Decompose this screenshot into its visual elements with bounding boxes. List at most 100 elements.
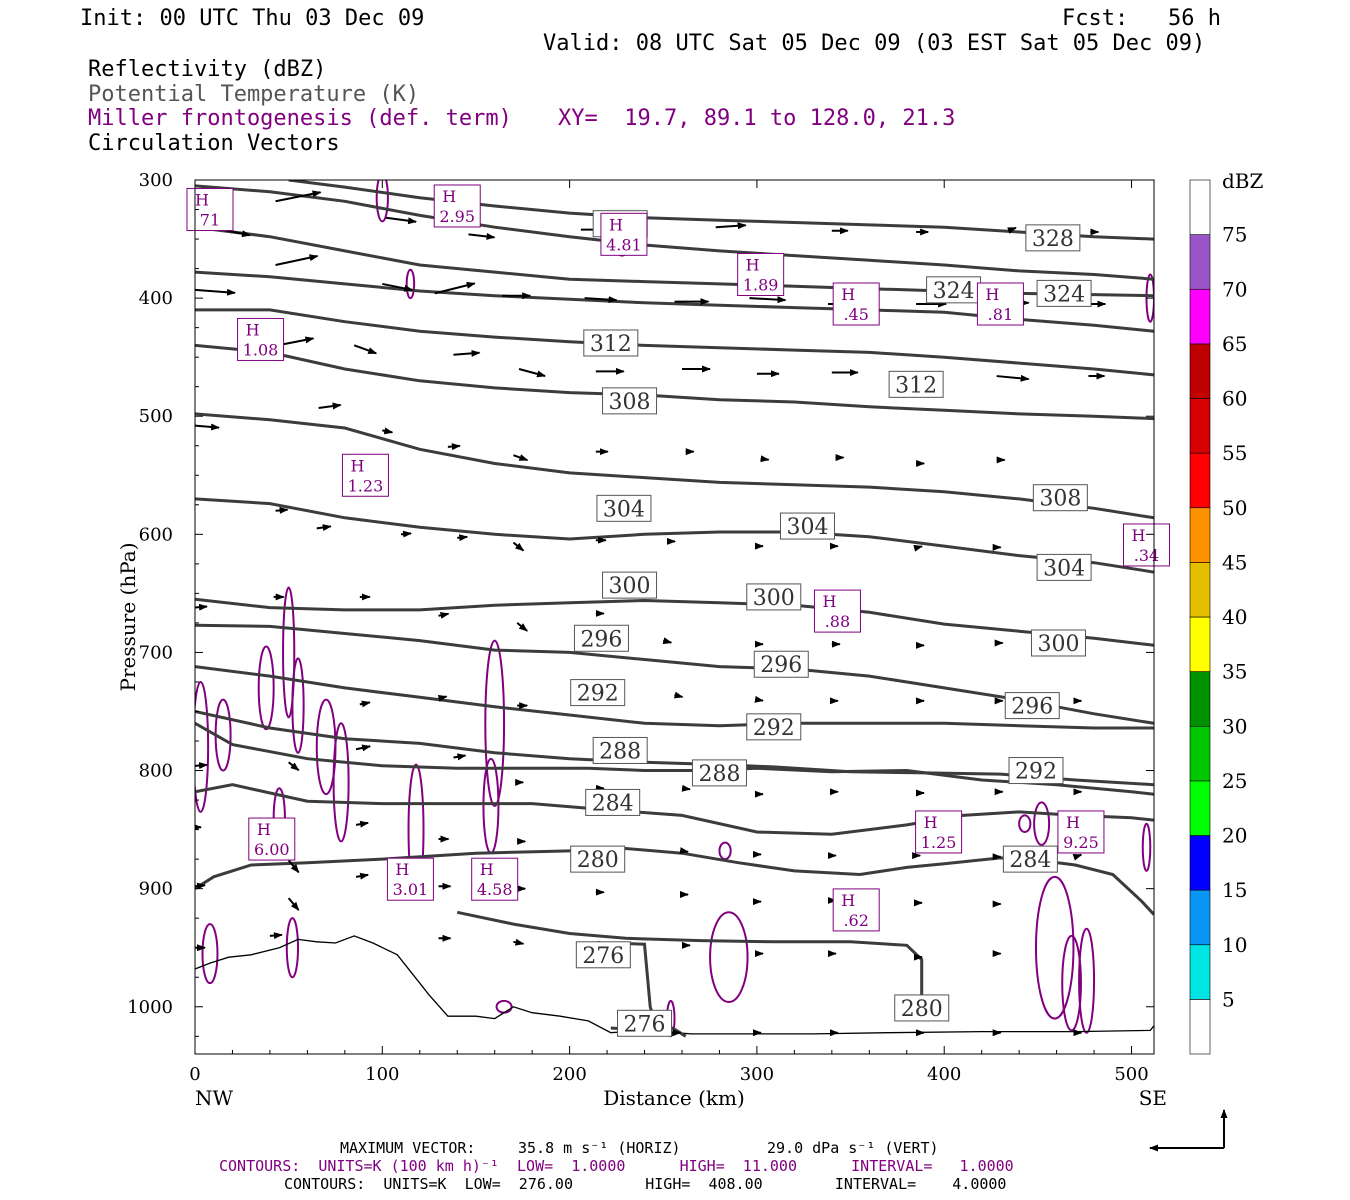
colorbar-level-label: 75 (1222, 223, 1247, 247)
circulation-vector (438, 611, 450, 619)
circulation-vector (355, 872, 370, 880)
isentrope-308 (195, 497, 1154, 574)
forecast-hour: Fcst: 56 h (1062, 6, 1221, 31)
max-vector-label: MAXIMUM VECTOR: (340, 1139, 476, 1157)
maximum-h-letter: H (246, 320, 260, 339)
isentrope-316 (195, 343, 1154, 421)
y-tick-label: 1000 (127, 997, 173, 1018)
colorbar-level-label: 30 (1222, 714, 1247, 738)
frontogenesis-contour (1033, 801, 1051, 846)
circulation-vector (195, 603, 208, 611)
circulation-vector (288, 761, 300, 772)
circulation-vector (195, 882, 206, 890)
isentrope-label-box (691, 759, 747, 787)
frontogenesis-contour (285, 917, 300, 979)
isentrope-label: 288 (698, 762, 740, 787)
circulation-vector (275, 190, 322, 203)
maximum-value: 2.95 (439, 207, 475, 226)
isentrope-label: 276 (582, 944, 624, 969)
colorbar-segment (1189, 507, 1211, 563)
frontogenesis-contour (291, 657, 305, 754)
circulation-vector (513, 938, 525, 946)
maximum-value: .88 (825, 612, 850, 631)
isentrope-label-box (926, 276, 982, 304)
circulation-vector (382, 427, 394, 435)
isentrope-label-group: 300 (602, 571, 658, 599)
colorbar-level-label: 55 (1222, 441, 1247, 465)
colorbar-level-label: 5 (1222, 987, 1235, 1011)
isentrope-label-group: 300 (746, 583, 802, 611)
circulation-vector (437, 695, 448, 702)
colorbar-level-label: 25 (1222, 769, 1247, 793)
isentrope-320 (195, 308, 1154, 377)
isentrope-label: 304 (1043, 556, 1085, 581)
maximum-h-letter: H (609, 215, 623, 234)
y-tick-label: 600 (139, 524, 173, 545)
isentrope-label-box (617, 1009, 673, 1037)
isentrope-280 (195, 846, 1154, 916)
colorbar-segment (1189, 343, 1211, 399)
field-reflectivity: Reflectivity (dBZ) (88, 57, 327, 82)
frontogenesis-maximum: H.81 (976, 282, 1024, 326)
isentrope-label-group: 292 (746, 713, 802, 741)
frontogenesis-contour-info: CONTOURS: UNITS=K (100 km h)⁻¹ LOW= 1.00… (219, 1157, 1014, 1175)
maximum-box (737, 252, 785, 296)
maximum-box (248, 817, 296, 861)
isentrope-label: 304 (603, 497, 645, 522)
colorbar-segment (1189, 889, 1211, 946)
y-tick-label: 700 (139, 642, 173, 663)
y-tick-label: 400 (139, 288, 173, 309)
y-tick-label: 300 (139, 170, 173, 191)
colorbar-level-label: 35 (1222, 660, 1247, 684)
colorbar-segment (1189, 780, 1211, 836)
isentrope-label-box (746, 583, 802, 611)
maximum-h-letter: H (985, 285, 999, 304)
y-tick-label: 500 (139, 406, 173, 427)
isentrope-label-box (602, 387, 658, 415)
frontogenesis-contour (405, 268, 416, 300)
isentrope-label-group: 296 (573, 624, 629, 652)
circulation-vector (275, 254, 319, 267)
isentrope-label-group: 280 (570, 845, 626, 873)
x-tick-label: 200 (552, 1064, 586, 1085)
colorbar-level-label: 15 (1222, 878, 1247, 902)
isentrope-336 (288, 180, 1154, 241)
circulation-vector (913, 544, 923, 552)
frontogenesis-maximum: H71 (186, 188, 234, 232)
frontogenesis-maximum: H1.23 (341, 453, 389, 497)
frontogenesis-maximum: H2.95 (433, 184, 481, 228)
maximum-box (832, 282, 880, 326)
maximum-h-letter: H (1132, 526, 1146, 545)
colorbar-segment (1189, 452, 1211, 509)
maximum-box (915, 810, 963, 854)
isentrope-label-group: 308 (602, 387, 658, 415)
isentrope-label-group: 304 (1036, 553, 1092, 581)
maximum-h-letter: H (350, 456, 364, 475)
isentrope-label: 300 (753, 586, 795, 611)
x-right-end-label: SE (1139, 1086, 1167, 1110)
y-tick-label: 900 (139, 879, 173, 900)
isentrope-label-box (570, 845, 626, 873)
frontogenesis-maximum: H1.25 (915, 810, 963, 854)
isentrope-label: 292 (753, 716, 795, 741)
isentrope-label-box (570, 679, 626, 707)
maximum-box (237, 317, 285, 361)
circulation-vector (195, 288, 236, 296)
maximum-value: 4.81 (606, 235, 642, 254)
frontogenesis-maximum: H.62 (832, 888, 880, 932)
isentrope-label-group: 284 (585, 788, 641, 816)
frontogenesis-maximum: H4.58 (471, 857, 519, 901)
circulation-vector (269, 932, 283, 940)
colorbar-level-label: 60 (1222, 387, 1247, 411)
frontogenesis-contour (332, 722, 350, 843)
maximum-value: .81 (988, 305, 1013, 324)
isentrope-280 (456, 910, 924, 1007)
isentrope-label: 288 (599, 739, 641, 764)
colorbar-segment (1189, 288, 1211, 345)
isentrope-312 (195, 412, 1154, 520)
isentrope-label-group: 288 (592, 736, 648, 764)
circulation-vector (287, 859, 300, 874)
maximum-value: .62 (843, 911, 868, 930)
isentrope-label: 324 (1043, 282, 1085, 307)
circulation-vector (996, 374, 1030, 382)
